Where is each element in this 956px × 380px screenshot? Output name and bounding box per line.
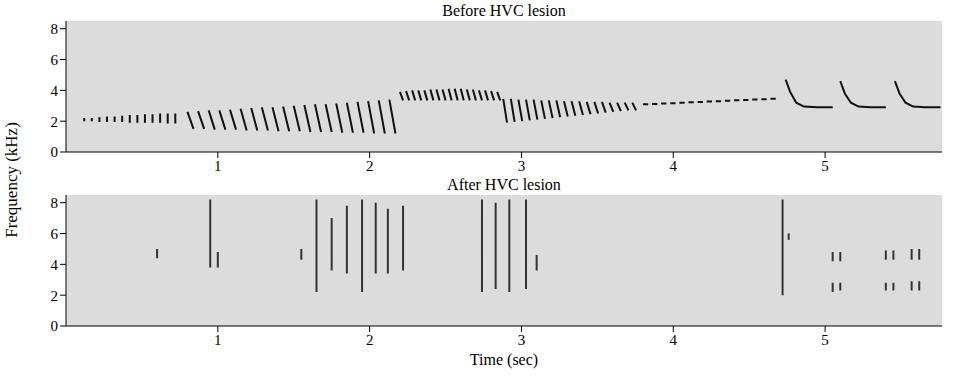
svg-text:8: 8	[51, 21, 59, 37]
svg-text:3: 3	[518, 332, 526, 348]
svg-text:4: 4	[51, 83, 59, 99]
html-text:Before HVC lesion: Before HVC lesion	[442, 2, 566, 19]
html-text:Time (sec): Time (sec)	[469, 351, 539, 368]
svg-text:2: 2	[366, 332, 374, 348]
svg-text:2: 2	[51, 114, 59, 130]
svg-text:1: 1	[214, 158, 222, 174]
svg-text:5: 5	[821, 332, 829, 348]
svg-text:8: 8	[51, 195, 59, 211]
svg-text:0: 0	[51, 318, 59, 334]
svg-text:4: 4	[670, 332, 678, 348]
html-text:Frequency (kHz): Frequency (kHz)	[2, 122, 21, 238]
svg-text:2: 2	[51, 288, 59, 304]
svg-text:3: 3	[518, 158, 526, 174]
svg-text:6: 6	[51, 226, 59, 242]
svg-text:1: 1	[214, 332, 222, 348]
svg-text:6: 6	[51, 52, 59, 68]
html-text:After HVC lesion: After HVC lesion	[447, 176, 561, 193]
svg-text:2: 2	[366, 158, 374, 174]
svg-text:0: 0	[51, 144, 59, 160]
svg-text:4: 4	[51, 257, 59, 273]
svg-text:4: 4	[670, 158, 678, 174]
svg-text:5: 5	[821, 158, 829, 174]
